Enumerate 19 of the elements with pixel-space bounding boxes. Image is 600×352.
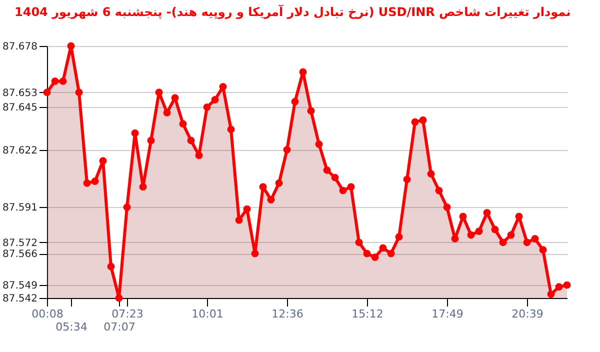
x-tick-label: 07:23 [112, 308, 144, 320]
x-tick-label: 10:01 [192, 308, 224, 320]
x-tick-label: 00:08 [32, 308, 64, 320]
y-tick-label: 87.678 [2, 42, 38, 52]
x-tick-label: 07:07 [104, 320, 136, 334]
x-tick-label: 05:34 [56, 320, 88, 334]
y-tick-label: 87.542 [2, 294, 38, 304]
y-tick-label: 87.572 [2, 238, 38, 249]
y-tick-label: 87.591 [2, 202, 38, 214]
chart-title: نمودار تغییرات شاخص USD/INR (نرخ تبادل دلار آمریکا و روپیه هند)- پنجشنبه 6 شهریور 1404 [14, 4, 571, 19]
x-tick-label: 17:49 [432, 308, 464, 320]
y-tick-label: 87.653 [2, 88, 38, 99]
y-tick-label: 87.645 [2, 102, 38, 114]
x-tick-label: 20:39 [512, 308, 544, 320]
y-tick-label: 87.549 [2, 280, 38, 292]
x-tick-label: 15:12 [352, 308, 384, 320]
x-tick-label: 12:36 [272, 308, 304, 320]
y-tick-label: 87.622 [2, 145, 38, 156]
y-tick-label: 87.566 [2, 249, 38, 260]
